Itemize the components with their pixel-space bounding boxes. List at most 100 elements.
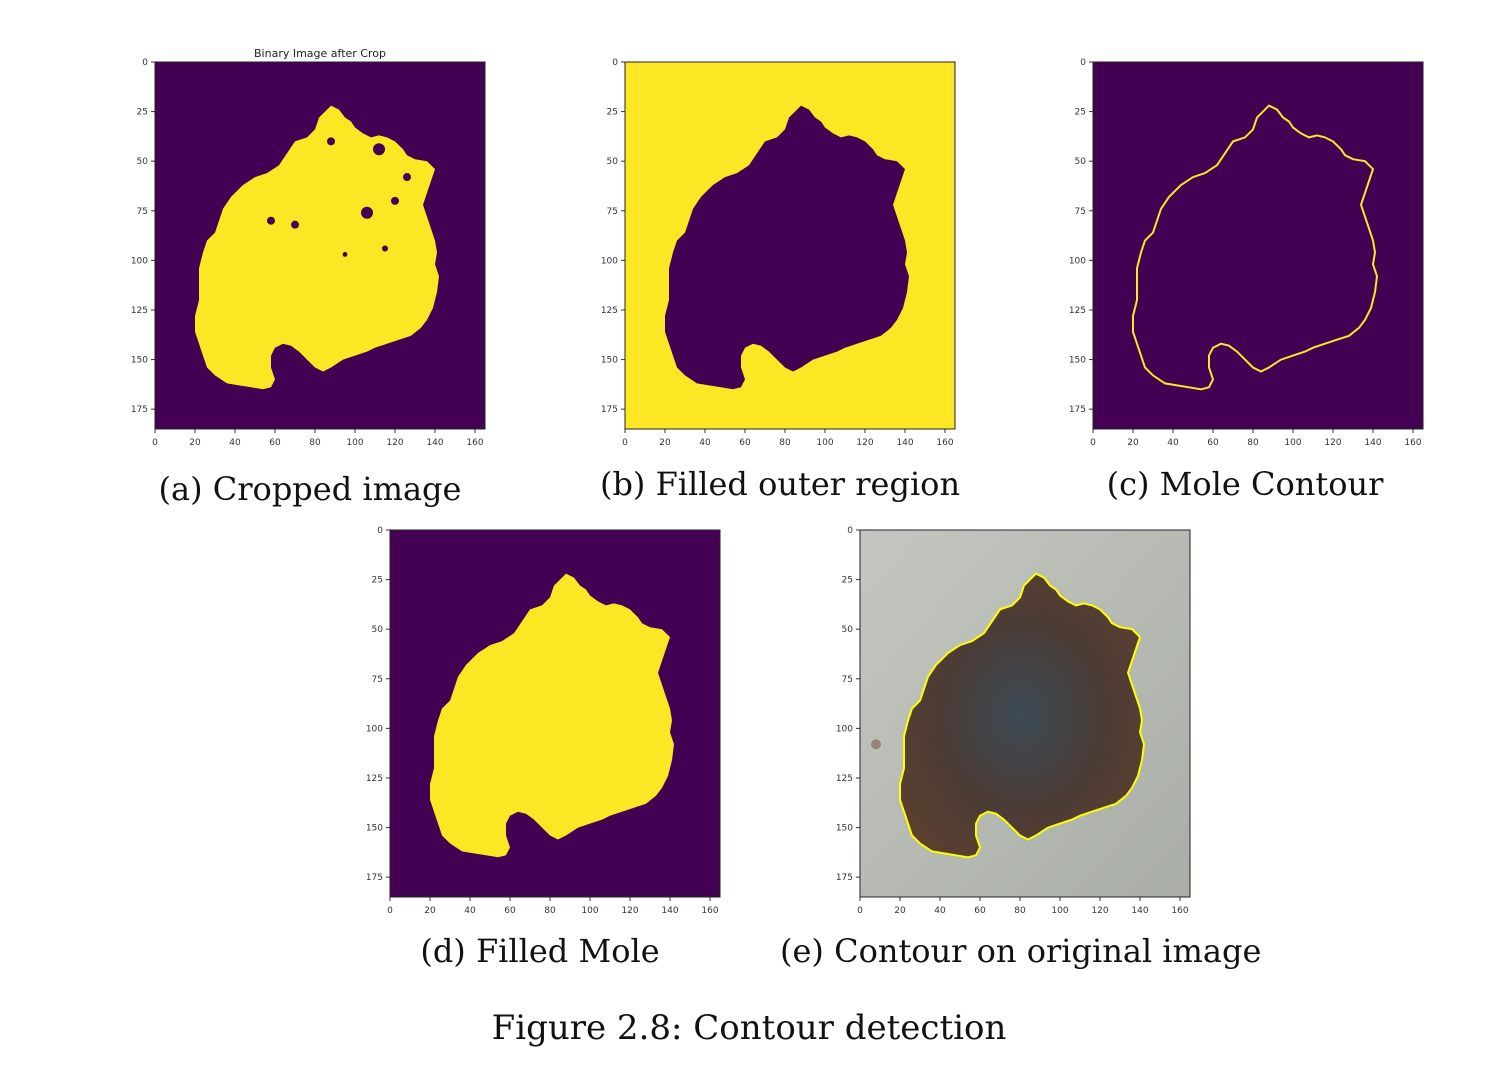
image-area	[1093, 62, 1423, 429]
x-tick-label: 20	[659, 438, 671, 448]
caption-c: (c) Mole Contour	[1106, 465, 1384, 503]
noise-hole	[403, 173, 411, 182]
y-tick-label: 0	[612, 58, 618, 68]
y-tick-label: 150	[366, 824, 383, 834]
y-tick-label: 25	[842, 576, 853, 586]
noise-hole	[342, 252, 348, 257]
noise-hole	[267, 216, 275, 225]
y-tick-label: 150	[836, 824, 853, 834]
y-tick-label: 175	[601, 405, 618, 415]
panel-e-plot: 0 20 40 60 80 100 120 140 160 0 25 50 75 100 125 150 175	[836, 526, 1191, 916]
mole-region	[430, 573, 674, 858]
noise-hole	[382, 245, 388, 252]
y-tick-label: 150	[601, 356, 618, 366]
x-tick-label: 0	[387, 906, 393, 916]
figure-caption: Figure 2.8: Contour detection	[491, 1008, 1007, 1048]
skin-spot	[871, 739, 881, 750]
x-tick-label: 60	[974, 906, 986, 916]
x-tick-label: 80	[309, 438, 321, 448]
x-tick-label: 20	[894, 906, 906, 916]
axes: 0 20 40 60 80 100 120 140 160 0 25 50 75 100 125 150 175	[601, 58, 956, 448]
x-tick-label: 120	[1091, 906, 1108, 916]
panel-c: 0 20 40 60 80 100 120 140 160 0 25 50 75 100 125 150 175	[1058, 40, 1438, 460]
panel-c-plot: 0 20 40 60 80 100 120 140 160 0 25 50 75 100 125 150 175	[1069, 58, 1424, 448]
axes: 0 20 40 60 80 100 120 140 160 0 25 50 75 100 125 150 175	[131, 58, 486, 448]
image-area	[155, 62, 485, 429]
caption-d: (d) Filled Mole	[420, 932, 660, 970]
x-tick-label: 120	[856, 438, 873, 448]
panel-a: 0 20 40 60 80 100 120 140 160 0 25 50 75 100 125 150 175…	[120, 40, 500, 460]
y-tick-label: 175	[1069, 405, 1086, 415]
caption-a: (a) Cropped image	[158, 470, 462, 508]
mole-photo	[900, 573, 1144, 858]
x-tick-label: 140	[896, 438, 913, 448]
x-tick-label: 100	[1284, 438, 1301, 448]
y-tick-label: 25	[607, 108, 618, 118]
panel-d-plot: 0 20 40 60 80 100 120 140 160 0 25 50 75 100 125 150 175	[366, 526, 721, 916]
panel-d: 0 20 40 60 80 100 120 140 160 0 25 50 75 100 125 150 175	[355, 508, 735, 928]
plot-frame	[1092, 61, 1424, 430]
panel-title: Binary Image after Crop	[254, 47, 386, 60]
x-tick-label: 80	[1014, 906, 1026, 916]
x-tick-label: 0	[622, 438, 628, 448]
y-tick-label: 175	[366, 873, 383, 883]
y-tick-label: 25	[137, 108, 148, 118]
x-tick-label: 20	[1127, 438, 1139, 448]
plot-frame	[624, 61, 956, 430]
y-tick-label: 125	[1069, 306, 1086, 316]
x-tick-label: 160	[701, 906, 718, 916]
x-tick-label: 160	[466, 438, 483, 448]
x-tick-label: 80	[544, 906, 556, 916]
panel-a-plot: 0 20 40 60 80 100 120 140 160 0 25 50 75 100 125 150 175…	[131, 47, 486, 448]
plot-frame	[859, 529, 1191, 898]
x-tick-label: 0	[1090, 438, 1096, 448]
y-tick-label: 50	[137, 157, 149, 167]
background	[1093, 62, 1423, 429]
y-tick-label: 100	[131, 256, 148, 266]
y-tick-label: 100	[1069, 256, 1086, 266]
y-tick-label: 175	[131, 405, 148, 415]
mole-contour	[1132, 104, 1379, 391]
x-tick-label: 60	[1207, 438, 1219, 448]
x-tick-label: 60	[269, 438, 281, 448]
y-tick-label: 125	[366, 774, 383, 784]
mole-contour	[899, 572, 1146, 859]
y-tick-label: 100	[366, 724, 383, 734]
noise-hole	[327, 137, 335, 146]
y-tick-label: 0	[1080, 58, 1086, 68]
x-tick-label: 100	[1051, 906, 1068, 916]
x-tick-label: 40	[464, 906, 476, 916]
panel-b: 0 20 40 60 80 100 120 140 160 0 25 50 75 100 125 150 175	[590, 40, 970, 460]
x-tick-label: 20	[189, 438, 201, 448]
x-tick-label: 100	[581, 906, 598, 916]
x-tick-label: 40	[229, 438, 241, 448]
caption-e: (e) Contour on original image	[780, 932, 1262, 970]
x-tick-label: 40	[934, 906, 946, 916]
noise-hole	[391, 196, 399, 205]
y-tick-label: 100	[836, 724, 853, 734]
axes: 0 20 40 60 80 100 120 140 160 0 25 50 75 100 125 150 175	[1069, 58, 1424, 448]
y-tick-label: 25	[372, 576, 383, 586]
x-tick-label: 160	[1171, 906, 1188, 916]
mole-region	[195, 105, 439, 390]
mole-region	[665, 105, 909, 390]
plot-frame	[154, 61, 486, 430]
image-area	[625, 62, 955, 429]
image-area	[390, 530, 720, 897]
y-tick-label: 125	[131, 306, 148, 316]
axes: 0 20 40 60 80 100 120 140 160 0 25 50 75 100 125 150 175	[836, 526, 1191, 916]
y-tick-label: 150	[131, 356, 148, 366]
x-tick-label: 120	[1324, 438, 1341, 448]
x-tick-label: 40	[1167, 438, 1179, 448]
y-tick-label: 125	[836, 774, 853, 784]
y-tick-label: 75	[607, 207, 618, 217]
x-tick-label: 60	[739, 438, 751, 448]
x-tick-label: 120	[386, 438, 403, 448]
x-tick-label: 140	[661, 906, 678, 916]
x-tick-label: 100	[346, 438, 363, 448]
y-tick-label: 125	[601, 306, 618, 316]
x-tick-label: 60	[504, 906, 516, 916]
x-tick-label: 80	[779, 438, 791, 448]
y-tick-label: 175	[836, 873, 853, 883]
y-tick-label: 75	[137, 207, 148, 217]
